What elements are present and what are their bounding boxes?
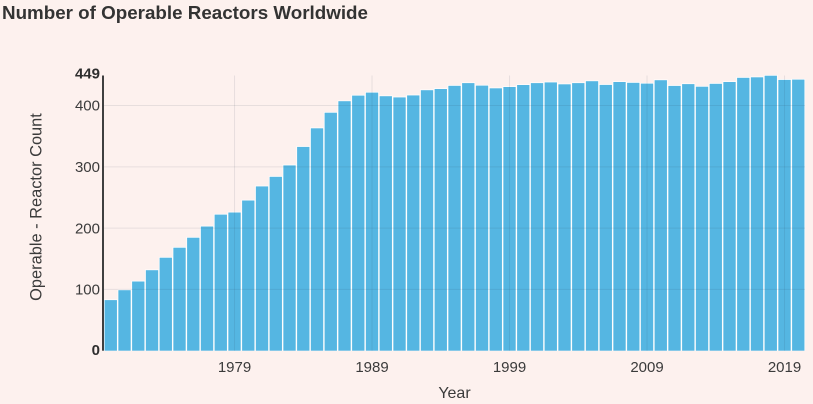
svg-text:0: 0 <box>92 342 100 359</box>
svg-text:2009: 2009 <box>630 359 663 376</box>
svg-text:449: 449 <box>75 66 100 83</box>
svg-text:1999: 1999 <box>493 359 526 376</box>
svg-text:Year: Year <box>438 385 471 402</box>
svg-text:100: 100 <box>75 282 100 299</box>
svg-text:2019: 2019 <box>768 359 801 376</box>
svg-text:1979: 1979 <box>218 359 251 376</box>
svg-text:300: 300 <box>75 159 100 176</box>
svg-text:Operable - Reactor Count: Operable - Reactor Count <box>27 113 45 301</box>
svg-text:Number of Operable Reactors Wo: Number of Operable Reactors Worldwide <box>2 2 368 23</box>
svg-text:200: 200 <box>75 220 100 237</box>
svg-text:1989: 1989 <box>355 359 388 376</box>
svg-text:400: 400 <box>75 98 100 115</box>
